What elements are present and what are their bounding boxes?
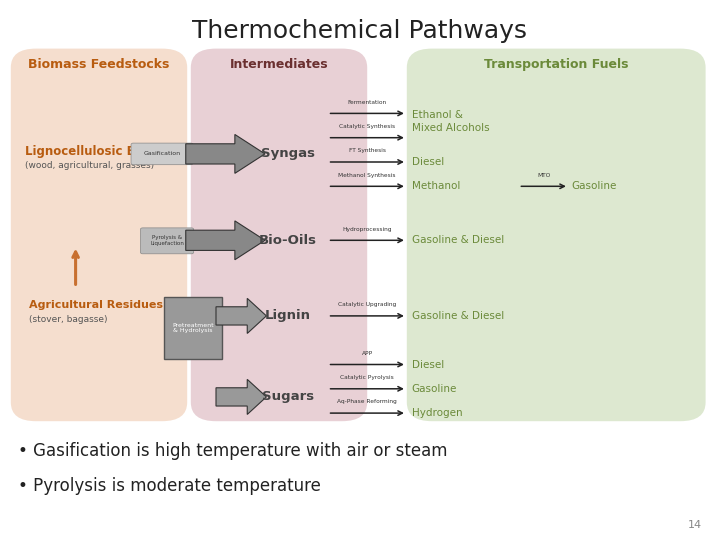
Text: APP: APP: [361, 351, 373, 356]
Text: Diesel: Diesel: [412, 360, 444, 369]
FancyBboxPatch shape: [407, 49, 706, 421]
Polygon shape: [216, 298, 266, 333]
Text: Diesel: Diesel: [412, 157, 444, 167]
Text: Ethanol &
Mixed Alcohols: Ethanol & Mixed Alcohols: [412, 110, 490, 133]
Text: Gasoline: Gasoline: [412, 384, 457, 394]
Text: Agricultural Residues: Agricultural Residues: [29, 300, 163, 310]
FancyBboxPatch shape: [191, 49, 367, 421]
Text: • Gasification is high temperature with air or steam: • Gasification is high temperature with …: [18, 442, 448, 460]
FancyBboxPatch shape: [140, 228, 194, 254]
FancyBboxPatch shape: [131, 143, 193, 165]
Text: (stover, bagasse): (stover, bagasse): [29, 315, 107, 324]
Text: Methanol Synthesis: Methanol Synthesis: [338, 173, 396, 178]
Text: Catalytic Pyrolysis: Catalytic Pyrolysis: [341, 375, 394, 380]
Text: Hydrogen: Hydrogen: [412, 408, 462, 418]
Text: Methanol: Methanol: [412, 181, 460, 191]
Text: Gasification: Gasification: [143, 151, 181, 157]
Text: 14: 14: [688, 520, 702, 530]
Text: MTO: MTO: [537, 173, 550, 178]
Text: Transportation Fuels: Transportation Fuels: [484, 58, 629, 71]
Text: Biomass Feedstocks: Biomass Feedstocks: [28, 58, 170, 71]
Text: Bio-Oils: Bio-Oils: [259, 234, 317, 247]
Text: FT Synthesis: FT Synthesis: [348, 148, 386, 153]
FancyBboxPatch shape: [11, 49, 187, 421]
Polygon shape: [186, 221, 265, 260]
FancyBboxPatch shape: [164, 297, 222, 359]
Text: Syngas: Syngas: [261, 147, 315, 160]
Polygon shape: [186, 134, 265, 173]
Text: (wood, agricultural, grasses): (wood, agricultural, grasses): [25, 161, 154, 170]
Text: Sugars: Sugars: [262, 390, 314, 403]
Text: Gasoline & Diesel: Gasoline & Diesel: [412, 235, 504, 245]
Text: Thermochemical Pathways: Thermochemical Pathways: [192, 19, 528, 43]
Text: Pyrolysis &
Liquefaction: Pyrolysis & Liquefaction: [150, 235, 184, 246]
Text: Hydroprocessing: Hydroprocessing: [343, 227, 392, 232]
Text: Pretreatment
& Hydrolysis: Pretreatment & Hydrolysis: [172, 322, 214, 333]
Text: Intermediates: Intermediates: [230, 58, 328, 71]
Polygon shape: [216, 379, 266, 415]
Text: • Pyrolysis is moderate temperature: • Pyrolysis is moderate temperature: [18, 477, 321, 495]
Text: Aq-Phase Reforming: Aq-Phase Reforming: [338, 400, 397, 404]
Text: Catalytic Synthesis: Catalytic Synthesis: [339, 124, 395, 129]
Text: Gasoline & Diesel: Gasoline & Diesel: [412, 311, 504, 321]
Text: Fermentation: Fermentation: [348, 100, 387, 105]
Text: Lignin: Lignin: [265, 309, 311, 322]
Text: Lignocellulosic Biomass: Lignocellulosic Biomass: [25, 145, 182, 158]
Text: Catalytic Upgrading: Catalytic Upgrading: [338, 302, 396, 307]
Text: Gasoline: Gasoline: [571, 181, 616, 191]
